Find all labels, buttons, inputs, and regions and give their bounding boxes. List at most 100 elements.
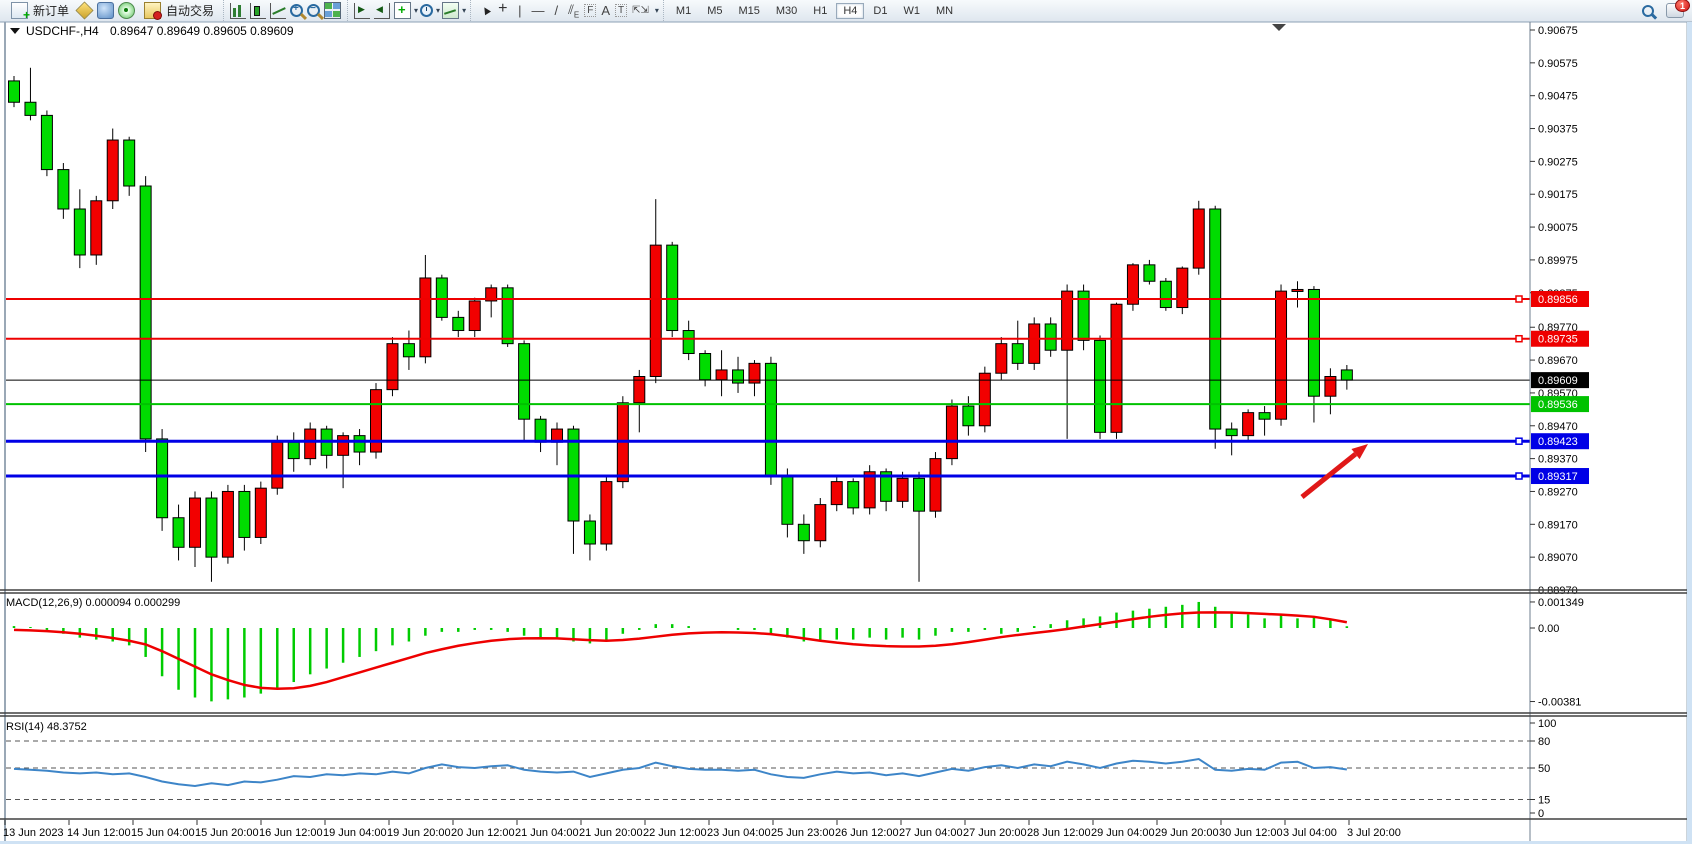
- timeframe-button-h4[interactable]: H4: [836, 2, 865, 19]
- rsi-line: [13, 757, 1347, 788]
- timeframe-button-w1[interactable]: W1: [896, 3, 927, 19]
- candle-up: [896, 477, 909, 502]
- window-frame-right: [1687, 21, 1692, 844]
- candle-down: [1094, 339, 1107, 433]
- candle-up: [370, 389, 383, 453]
- candle-down: [156, 438, 169, 519]
- svg-text:0.90075: 0.90075: [1538, 222, 1578, 234]
- candle-up: [863, 471, 876, 509]
- notification-badge: 1: [1675, 0, 1690, 12]
- timeframe-button-d1[interactable]: D1: [866, 3, 894, 19]
- timeframe-button-m15[interactable]: M15: [731, 3, 766, 19]
- chart-shift-button[interactable]: [374, 2, 391, 19]
- hlines-layer[interactable]: [6, 295, 1530, 480]
- indicators-dropdown[interactable]: [394, 2, 412, 19]
- window-frame-bottom: [0, 841, 1692, 844]
- time-label: 3 Jul 20:00: [1347, 827, 1401, 839]
- time-label: 28 Jun 12:00: [1027, 827, 1091, 839]
- line-chart-button[interactable]: [270, 2, 287, 19]
- new-order-icon: [11, 2, 30, 22]
- new-order-button[interactable]: 新订单: [4, 0, 74, 22]
- cursor-tool-button[interactable]: [477, 3, 492, 18]
- time-label: 22 Jun 12:00: [643, 827, 707, 839]
- time-label: 13 Jun 2023: [3, 827, 64, 839]
- candlestick-chart-button[interactable]: [250, 2, 267, 19]
- candle-down: [913, 477, 926, 512]
- chevron-down-icon: ▾: [654, 6, 659, 15]
- svg-text:0.00: 0.00: [1538, 623, 1559, 635]
- candle-down: [172, 517, 185, 548]
- svg-text:100: 100: [1538, 718, 1556, 730]
- templates-dropdown[interactable]: [442, 2, 460, 19]
- candle-down: [238, 490, 251, 538]
- candle-down: [1044, 323, 1057, 351]
- price-axis: 0.90675 0.90575 0.90475 0.90375 0.90275 0.901…: [1530, 25, 1589, 597]
- candle-up: [929, 458, 942, 512]
- tile-windows-button[interactable]: [324, 2, 342, 19]
- candle-up: [600, 481, 613, 545]
- svg-text:0.89470: 0.89470: [1538, 421, 1578, 433]
- candle-up: [1126, 264, 1139, 305]
- community-icon[interactable]: [97, 2, 115, 19]
- periods-dropdown[interactable]: [420, 4, 434, 17]
- time-label: 15 Jun 20:00: [195, 827, 259, 839]
- candle-down: [1077, 290, 1090, 341]
- auto-scroll-button[interactable]: [354, 2, 371, 19]
- timeframe-button-h1[interactable]: H1: [806, 3, 834, 19]
- candle-up: [748, 362, 761, 384]
- time-axis: 13 Jun 2023 14 Jun 12:00 15 Jun 04:00 15 Ju…: [3, 820, 1401, 839]
- trendline-tool-button[interactable]: /: [554, 3, 559, 18]
- timeframe-button-m5[interactable]: M5: [700, 3, 729, 19]
- notification-icon[interactable]: 1: [1666, 0, 1690, 18]
- svg-text:0.89670: 0.89670: [1538, 355, 1578, 367]
- crosshair-tool-button[interactable]: [496, 0, 511, 18]
- candle-up: [995, 343, 1008, 374]
- time-label: 30 Jun 12:00: [1219, 827, 1283, 839]
- arrows-tool-dropdown[interactable]: ⇱⇲: [632, 5, 649, 16]
- macd-pane: MACD(12,26,9) 0.000094 0.000299 0.001349 0…: [6, 597, 1584, 709]
- candle-down: [287, 441, 300, 460]
- timeframe-button-mn[interactable]: MN: [929, 3, 960, 19]
- price-line-label: 0.89536: [1538, 399, 1578, 411]
- price-line-label: 0.89423: [1538, 436, 1578, 448]
- svg-text:0.89070: 0.89070: [1538, 552, 1578, 564]
- candle-down: [24, 101, 37, 116]
- zoom-in-button[interactable]: +: [290, 3, 304, 17]
- time-label: 29 Jun 04:00: [1091, 827, 1155, 839]
- candle-down: [1340, 369, 1353, 381]
- text-tool-button[interactable]: A: [601, 3, 611, 18]
- chart-tools-group: ▾ ▾ ▾: [348, 0, 472, 21]
- chevron-down-icon: ▾: [436, 6, 441, 15]
- horizontal-line-tool-button[interactable]: —: [531, 3, 545, 18]
- candle-up: [419, 277, 432, 358]
- channel-tool-button[interactable]: ⫽E: [568, 1, 580, 20]
- trend-arrow-annotation[interactable]: [1300, 444, 1368, 499]
- svg-text:0.001349: 0.001349: [1538, 597, 1584, 609]
- time-label: 25 Jun 23:00: [771, 827, 835, 839]
- candle-down: [1159, 280, 1172, 309]
- autotrading-button[interactable]: 自动交易: [137, 0, 219, 21]
- zoom-out-button[interactable]: −: [307, 3, 321, 17]
- toolbar-right: 1: [1640, 0, 1692, 18]
- candle-down: [797, 523, 810, 542]
- svg-text:0.89975: 0.89975: [1538, 255, 1578, 267]
- timeframe-button-m1[interactable]: M1: [669, 3, 698, 19]
- price-line-label: 0.89856: [1538, 294, 1578, 306]
- metaeditor-icon[interactable]: [75, 1, 94, 20]
- fibonacci-tool-button[interactable]: F: [584, 4, 597, 17]
- candle-up: [814, 504, 827, 542]
- vertical-line-tool-button[interactable]: |: [518, 3, 522, 18]
- candle-down: [139, 185, 152, 440]
- timeframe-button-m30[interactable]: M30: [769, 3, 804, 19]
- bar-chart-button[interactable]: [230, 2, 247, 19]
- time-label: 27 Jun 04:00: [899, 827, 963, 839]
- signals-icon[interactable]: [118, 2, 136, 19]
- candle-up: [633, 376, 646, 404]
- search-icon[interactable]: [1642, 4, 1654, 17]
- candle-down: [123, 139, 136, 187]
- candle-down: [452, 316, 465, 332]
- text-label-tool-button[interactable]: T: [615, 4, 628, 17]
- time-label: 19 Jun 04:00: [323, 827, 387, 839]
